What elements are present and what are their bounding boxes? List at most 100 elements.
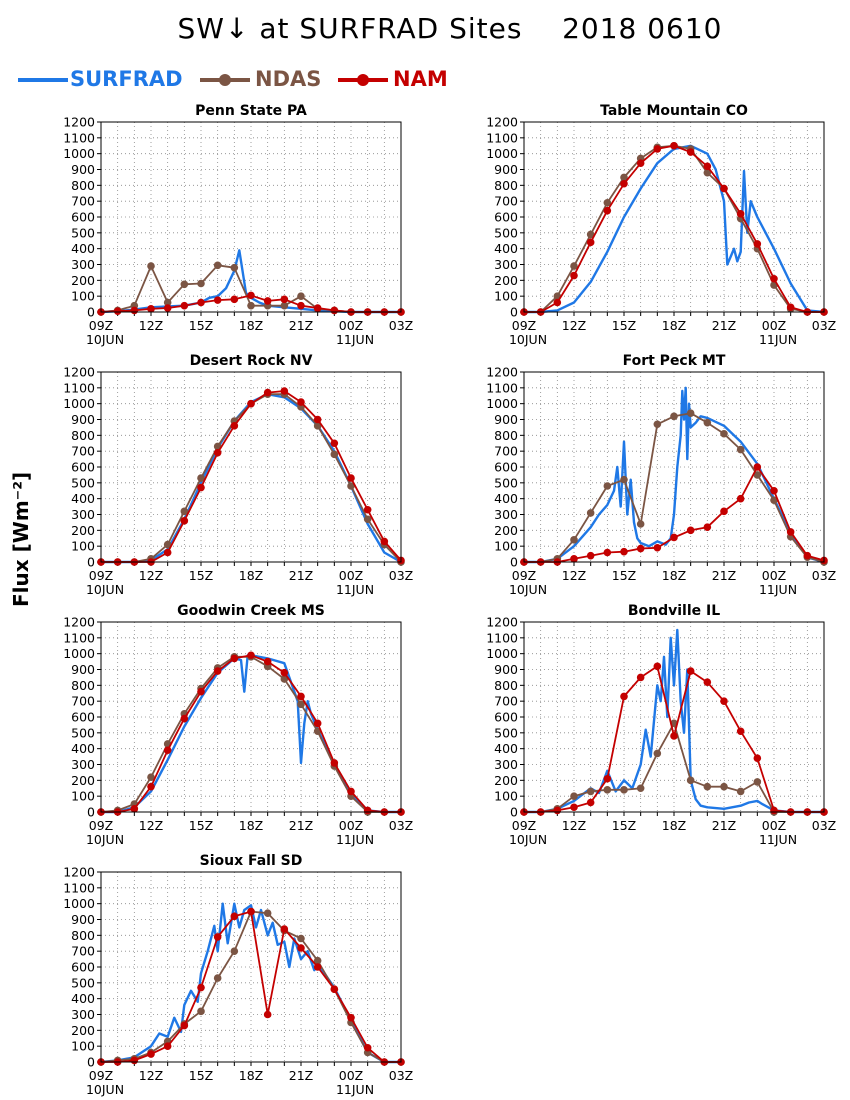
data-point-ndas bbox=[636, 520, 645, 528]
data-point-nam bbox=[686, 148, 695, 156]
legend-label-nam: NAM bbox=[393, 67, 448, 91]
legend-label-ndas: NDAS bbox=[255, 67, 322, 91]
data-point-nam bbox=[197, 483, 205, 492]
x-tick-label: 18Z bbox=[662, 568, 686, 583]
y-tick-label: 700 bbox=[494, 694, 518, 709]
y-tick-label: 1200 bbox=[63, 365, 95, 380]
y-tick-label: 300 bbox=[71, 257, 95, 272]
data-point-nam bbox=[636, 159, 645, 167]
x-date-label: 11JUN bbox=[336, 832, 374, 847]
data-point-ndas bbox=[297, 700, 305, 709]
data-point-ndas bbox=[280, 301, 289, 310]
data-point-nam bbox=[263, 657, 272, 666]
data-point-nam bbox=[686, 667, 695, 675]
plot-frame bbox=[523, 371, 825, 563]
legend-marker-ndas bbox=[200, 74, 250, 86]
data-point-nam bbox=[720, 507, 728, 516]
data-point-nam bbox=[670, 533, 678, 542]
data-point-nam bbox=[586, 238, 595, 247]
y-tick-label: 800 bbox=[494, 178, 518, 193]
data-point-nam bbox=[230, 422, 239, 430]
x-tick-label: 15Z bbox=[189, 1068, 213, 1083]
x-tick-label: 21Z bbox=[712, 318, 736, 333]
x-tick-label: 18Z bbox=[662, 318, 686, 333]
y-tick-label: 1100 bbox=[63, 130, 95, 145]
y-tick-label: 100 bbox=[494, 539, 518, 554]
data-point-nam bbox=[770, 806, 778, 815]
data-point-ndas bbox=[736, 787, 745, 796]
data-point-ndas bbox=[213, 974, 222, 982]
data-point-nam bbox=[213, 933, 222, 941]
data-point-ndas bbox=[197, 474, 205, 482]
y-tick-label: 600 bbox=[71, 460, 95, 475]
data-point-ndas bbox=[703, 782, 712, 791]
plot-frame bbox=[100, 871, 402, 1063]
y-tick-label: 600 bbox=[494, 460, 518, 475]
y-tick-label: 700 bbox=[494, 194, 518, 209]
y-tick-label: 400 bbox=[71, 991, 95, 1006]
data-point-ndas bbox=[280, 675, 289, 683]
x-tick-label: 09Z bbox=[89, 568, 113, 583]
data-point-ndas bbox=[703, 418, 712, 427]
y-tick-label: 500 bbox=[71, 225, 95, 240]
x-tick-label: 00Z bbox=[339, 318, 363, 333]
series-line-ndas bbox=[100, 910, 401, 1063]
data-point-nam bbox=[180, 517, 189, 525]
data-point-nam bbox=[313, 719, 322, 728]
panel-title: Sioux Fall SD bbox=[200, 853, 303, 869]
data-point-nam bbox=[247, 399, 255, 408]
data-point-nam bbox=[670, 141, 678, 150]
data-point-nam bbox=[163, 746, 172, 755]
y-tick-label: 1200 bbox=[486, 365, 518, 380]
data-point-ndas bbox=[197, 279, 205, 288]
panel-title: Desert Rock NV bbox=[190, 353, 313, 369]
data-point-nam bbox=[263, 1010, 272, 1019]
y-tick-label: 300 bbox=[71, 757, 95, 772]
panel-title: Goodwin Creek MS bbox=[177, 603, 325, 619]
y-tick-label: 300 bbox=[494, 757, 518, 772]
y-tick-label: 100 bbox=[494, 289, 518, 304]
data-point-ndas bbox=[670, 412, 678, 421]
data-point-nam bbox=[197, 983, 205, 992]
panel-sioux-fall-sd: Sioux Fall SD 010020030040050060070080090… bbox=[63, 853, 413, 1097]
data-point-nam bbox=[230, 654, 239, 663]
data-point-ndas bbox=[720, 429, 728, 438]
data-point-ndas bbox=[297, 292, 305, 300]
y-tick-label: 900 bbox=[494, 162, 518, 177]
data-point-nam bbox=[803, 551, 812, 560]
data-point-ndas bbox=[686, 776, 695, 785]
series-line-surfrad bbox=[524, 628, 824, 814]
y-tick-label: 800 bbox=[494, 428, 518, 443]
x-tick-label: 12Z bbox=[139, 1068, 163, 1083]
data-point-ndas bbox=[147, 262, 155, 270]
data-point-nam bbox=[703, 162, 712, 171]
data-point-ndas bbox=[603, 786, 612, 794]
y-tick-label: 700 bbox=[71, 694, 95, 709]
panel-title: Table Mountain CO bbox=[600, 103, 748, 119]
data-point-nam bbox=[347, 787, 355, 796]
legend-label-surfrad: SURFRAD bbox=[70, 67, 183, 91]
data-point-ndas bbox=[620, 786, 628, 794]
data-point-nam bbox=[213, 667, 222, 675]
data-point-nam bbox=[247, 291, 255, 300]
data-point-ndas bbox=[570, 792, 578, 800]
y-tick-label: 500 bbox=[71, 725, 95, 740]
legend-line-surfrad bbox=[18, 78, 68, 82]
data-point-nam bbox=[247, 907, 255, 916]
data-point-nam bbox=[603, 206, 612, 215]
y-tick-label: 900 bbox=[71, 162, 95, 177]
data-point-nam bbox=[636, 544, 645, 553]
data-point-nam bbox=[586, 798, 595, 807]
x-tick-label: 00Z bbox=[339, 568, 363, 583]
panel-table-mountain-co: Table Mountain CO 01002003004005006007008… bbox=[486, 103, 836, 347]
x-tick-label: 15Z bbox=[189, 318, 213, 333]
data-point-nam bbox=[197, 687, 205, 696]
data-point-nam bbox=[180, 1021, 189, 1030]
y-tick-label: 100 bbox=[71, 539, 95, 554]
data-point-ndas bbox=[653, 420, 662, 429]
y-tick-label: 600 bbox=[71, 210, 95, 225]
y-tick-label: 300 bbox=[71, 1007, 95, 1022]
data-point-nam bbox=[753, 240, 762, 248]
data-point-ndas bbox=[180, 507, 189, 516]
x-date-label: 11JUN bbox=[759, 332, 797, 347]
